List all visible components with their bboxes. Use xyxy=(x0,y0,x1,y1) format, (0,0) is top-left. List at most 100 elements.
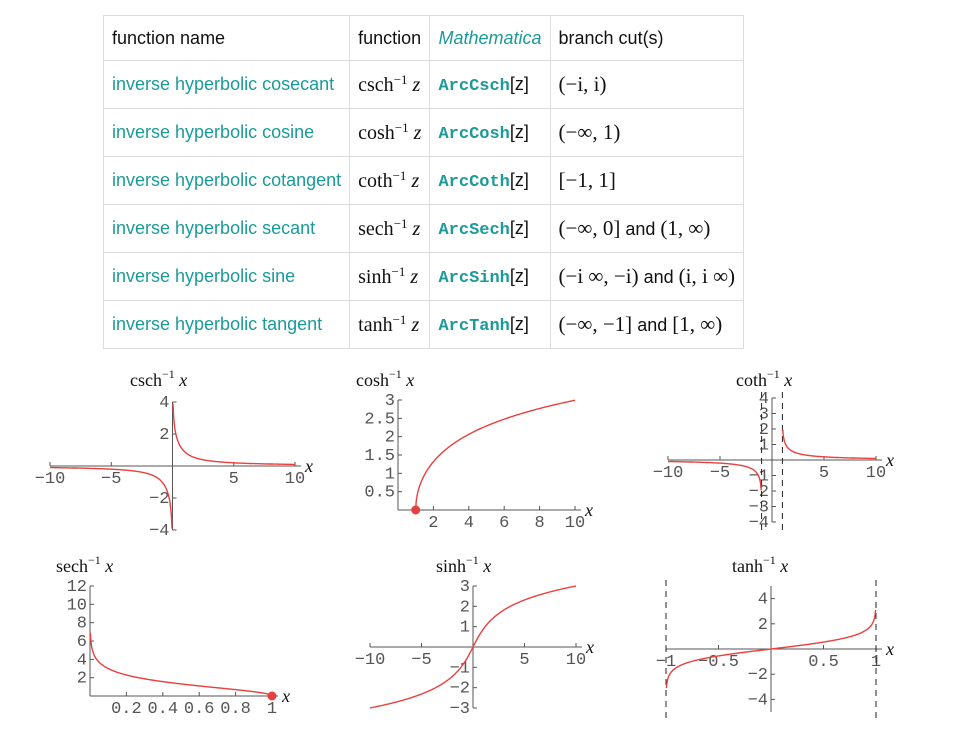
x-tick-label: −10 xyxy=(653,464,684,483)
mma-function: ArcTanh xyxy=(438,316,510,336)
mathematica-name: ArcCoth[z] xyxy=(429,156,551,205)
title-function: sech xyxy=(56,556,88,576)
endpoint-marker xyxy=(267,691,277,701)
mma-arg: [z] xyxy=(509,313,529,334)
mma-arg: [z] xyxy=(509,169,529,190)
fn-symbol: csch xyxy=(358,74,394,96)
x-tick-label: 5 xyxy=(229,470,239,489)
x-axis-label: x xyxy=(885,639,894,659)
fn-symbol: sech xyxy=(358,218,394,240)
title-function: csch xyxy=(130,370,162,390)
curve-csch xyxy=(50,466,173,529)
fn-superscript: −1 xyxy=(393,72,408,87)
function-name: inverse hyperbolic tangent xyxy=(102,300,351,349)
curve-sech xyxy=(89,632,273,697)
x-tick-label: 10 xyxy=(285,470,305,489)
branch-cut-1: (−∞, 1) xyxy=(558,120,621,144)
x-axis-label: x xyxy=(584,500,593,520)
y-tick-label: 3 xyxy=(385,392,395,411)
mathematica-name: ArcCsch[z] xyxy=(429,60,551,109)
and-word: and xyxy=(625,219,656,239)
y-tick-label: 4 xyxy=(77,651,87,670)
fn-symbol: coth xyxy=(358,170,393,192)
x-tick-label: 5 xyxy=(819,464,829,483)
y-tick-label: −2 xyxy=(748,666,768,685)
branch-cuts: (−i ∞, −i) and (i, i ∞) xyxy=(549,252,745,301)
curve-coth xyxy=(668,460,762,491)
y-tick-label: 1 xyxy=(385,465,395,484)
mma-function: ArcSech xyxy=(438,220,510,240)
fn-superscript: −1 xyxy=(392,312,407,327)
y-tick-label: −3 xyxy=(450,700,470,719)
fn-superscript: −1 xyxy=(393,216,408,231)
fn-superscript: −1 xyxy=(391,264,406,279)
x-tick-label: 10 xyxy=(866,464,886,483)
function-name: inverse hyperbolic secant xyxy=(102,204,351,253)
y-tick-label: 2 xyxy=(385,429,395,448)
function-name: inverse hyperbolic cosine xyxy=(102,108,351,157)
title-function: tanh xyxy=(732,556,763,576)
function-name: inverse hyperbolic cotangent xyxy=(102,156,351,205)
y-tick-label: 2 xyxy=(758,616,768,635)
y-tick-label: −2 xyxy=(149,490,169,509)
table-row: inverse hyperbolic sine sinh−1 z ArcSinh[z… xyxy=(102,252,745,301)
plot-title: coth−1 x xyxy=(736,367,792,390)
fn-variable: z xyxy=(413,122,422,144)
fn-superscript: −1 xyxy=(394,120,409,135)
y-tick-label: 6 xyxy=(77,633,87,652)
table-row: inverse hyperbolic cosecant csch−1 z ArcCs… xyxy=(102,60,745,109)
mma-arg: [z] xyxy=(509,121,529,142)
function-notation: coth−1 z xyxy=(349,156,431,205)
x-axis-label: x xyxy=(885,450,894,470)
y-tick-label: 4 xyxy=(159,394,169,413)
x-tick-label: 2 xyxy=(428,514,438,533)
plot-arccsch: csch−1 xx−10 −5 5 10−4−224 xyxy=(35,367,313,541)
x-tick-label: −10 xyxy=(355,651,386,670)
fn-variable: z xyxy=(412,74,421,96)
branch-cuts: (−i, i) xyxy=(549,60,745,109)
y-tick-label: 2 xyxy=(77,670,87,689)
title-superscript: −1 xyxy=(389,367,402,381)
table-row: inverse hyperbolic secant sech−1 z ArcSech… xyxy=(102,204,745,253)
y-tick-label: 4 xyxy=(759,390,769,409)
mathematica-name: ArcSinh[z] xyxy=(429,252,551,301)
x-tick-label: −5 xyxy=(710,464,730,483)
y-tick-label: 1.5 xyxy=(364,447,395,466)
y-tick-label: 2 xyxy=(460,598,470,617)
branch-cut-2: [1, ∞) xyxy=(672,312,723,336)
y-tick-label: 2 xyxy=(759,421,769,440)
y-tick-label: 3 xyxy=(759,406,769,425)
x-tick-label: −5 xyxy=(411,651,431,670)
x-tick-label: 8 xyxy=(534,514,544,533)
x-tick-label: 0.4 xyxy=(147,700,178,719)
curve-sinh xyxy=(369,585,577,709)
fn-superscript: −1 xyxy=(392,168,407,183)
plot-title: sinh−1 x xyxy=(436,553,491,576)
mma-arg: [z] xyxy=(509,73,529,94)
y-tick-label: −2 xyxy=(450,680,470,699)
mathematica-name: ArcSech[z] xyxy=(429,204,551,253)
title-function: sinh xyxy=(436,556,466,576)
function-notation: cosh−1 z xyxy=(349,108,431,157)
title-variable: x xyxy=(402,370,415,390)
y-tick-label: 1 xyxy=(759,437,769,456)
y-tick-label: −3 xyxy=(749,499,769,518)
table-row: inverse hyperbolic tangent tanh−1 z ArcTan… xyxy=(102,300,745,349)
branch-cuts: (−∞, 1) xyxy=(549,108,745,157)
function-name: inverse hyperbolic cosecant xyxy=(102,60,351,109)
x-tick-label: 4 xyxy=(464,514,474,533)
mma-arg: [z] xyxy=(509,217,529,238)
title-variable: x xyxy=(780,370,793,390)
fn-symbol: cosh xyxy=(358,122,395,144)
y-tick-label: 4 xyxy=(758,591,768,610)
mathematica-name: ArcCosh[z] xyxy=(429,108,551,157)
y-tick-label: 12 xyxy=(67,578,87,597)
x-tick-label: 6 xyxy=(499,514,509,533)
y-tick-label: 3 xyxy=(460,578,470,597)
title-superscript: −1 xyxy=(88,553,101,567)
title-variable: x xyxy=(101,556,114,576)
mma-function: ArcCosh xyxy=(438,124,510,144)
table-row: inverse hyperbolic cotangent coth−1 z ArcC… xyxy=(102,156,745,205)
curve-csch xyxy=(172,403,295,466)
